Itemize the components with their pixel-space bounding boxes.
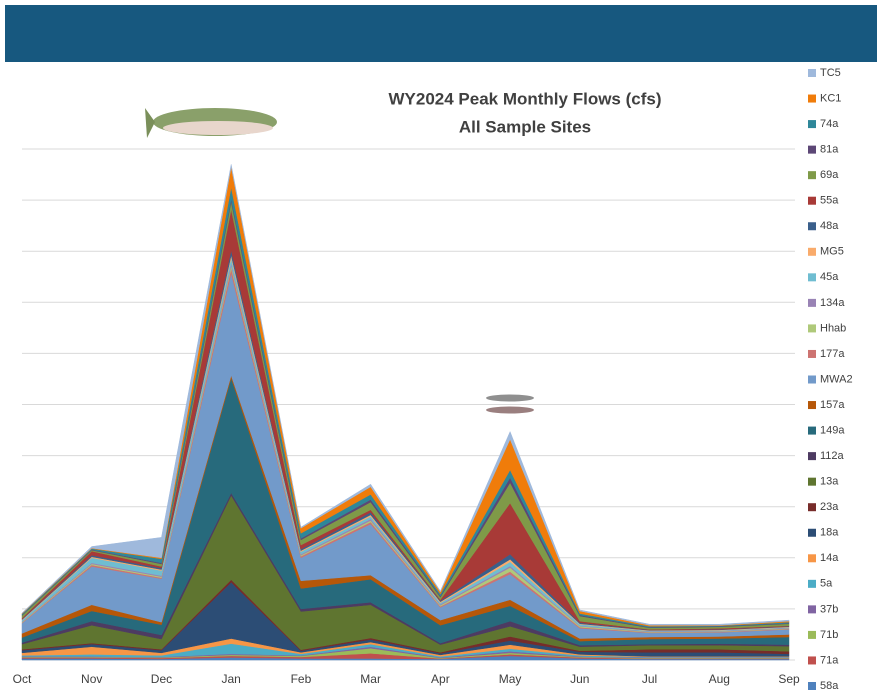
legend-label: 37b <box>820 603 838 615</box>
legend-swatch <box>808 324 816 333</box>
legend-label: 5a <box>820 578 833 590</box>
x-tick-label: Nov <box>81 672 102 686</box>
legend-swatch <box>808 145 816 154</box>
legend-swatch <box>808 196 816 205</box>
legend-swatch <box>808 171 816 180</box>
legend-label: 74a <box>820 118 839 130</box>
legend-label: 149a <box>820 424 845 436</box>
salmon-icon <box>145 108 277 138</box>
legend-label: TC5 <box>820 67 841 79</box>
legend-swatch <box>808 222 816 231</box>
legend-label: 58a <box>820 680 839 690</box>
legend-label: 69a <box>820 169 839 181</box>
legend-swatch <box>808 630 816 639</box>
legend-swatch <box>808 656 816 665</box>
legend-swatch <box>808 94 816 103</box>
legend-swatch <box>808 426 816 435</box>
area <box>21 164 790 626</box>
legend-label: 157a <box>820 399 845 411</box>
x-tick-label: Sep <box>778 672 800 686</box>
legend-swatch <box>808 682 816 690</box>
legend-label: 23a <box>820 501 839 513</box>
legend-swatch <box>808 503 816 512</box>
legend-label: 14a <box>820 552 839 564</box>
legend-swatch <box>808 605 816 614</box>
legend-swatch <box>808 452 816 461</box>
x-tick-label: May <box>499 672 522 686</box>
legend-swatch <box>808 401 816 410</box>
x-tick-label: Jun <box>570 672 589 686</box>
legend-label: 71a <box>820 654 839 666</box>
legend-label: MG5 <box>820 246 844 258</box>
legend-swatch <box>808 375 816 384</box>
legend-label: 55a <box>820 195 839 207</box>
legend-swatch <box>808 477 816 486</box>
legend-label: 45a <box>820 271 839 283</box>
legend-label: 112a <box>820 450 845 462</box>
legend-swatch <box>808 349 816 358</box>
x-tick-label: Oct <box>13 672 32 686</box>
legend-label: KC1 <box>820 92 841 104</box>
legend-label: 71b <box>820 629 838 641</box>
legend-swatch <box>808 120 816 129</box>
x-tick-label: Mar <box>360 672 381 686</box>
x-tick-label: Aug <box>709 672 730 686</box>
chart-title: WY2024 Peak Monthly Flows (cfs) <box>388 89 661 108</box>
chart-subtitle: All Sample Sites <box>459 117 591 136</box>
x-tick-label: Apr <box>431 672 450 686</box>
legend-label: 18a <box>820 527 839 539</box>
legend-label: 81a <box>820 144 839 156</box>
legend-label: 48a <box>820 220 839 232</box>
legend-swatch <box>808 528 816 537</box>
legend-swatch <box>808 298 816 307</box>
legend-swatch <box>808 273 816 282</box>
legend-label: Hhab <box>820 322 846 334</box>
fish-icon <box>486 394 534 414</box>
legend-swatch <box>808 554 816 563</box>
legend-label: 134a <box>820 297 845 309</box>
header-bar <box>5 5 877 62</box>
legend-swatch <box>808 247 816 256</box>
x-tick-label: Dec <box>151 672 172 686</box>
legend-swatch <box>808 69 816 77</box>
x-tick-label: Jan <box>222 672 241 686</box>
legend-swatch <box>808 579 816 588</box>
legend-label: MWA2 <box>820 373 853 385</box>
x-tick-label: Jul <box>642 672 657 686</box>
legend-label: 177a <box>820 348 845 360</box>
legend-label: 13a <box>820 476 839 488</box>
x-tick-label: Feb <box>291 672 312 686</box>
